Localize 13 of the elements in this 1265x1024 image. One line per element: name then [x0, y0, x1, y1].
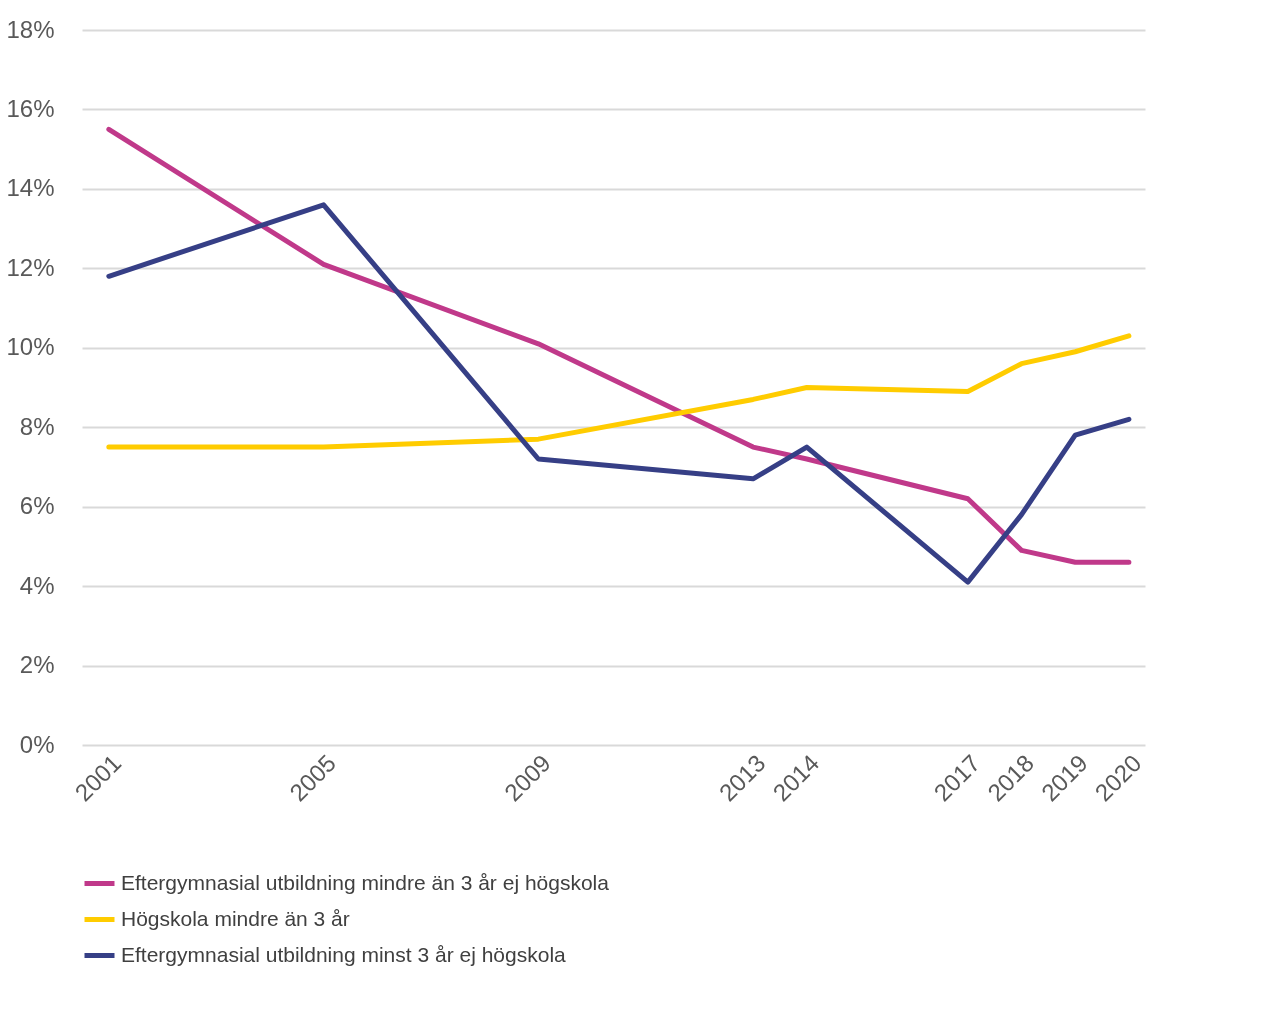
y-tick-label: 10% [6, 333, 55, 361]
y-tick-label: 18% [6, 15, 55, 43]
y-tick-label: 8% [19, 412, 55, 440]
legend-label: Eftergymnasial utbildning mindre än 3 år ej högskola [121, 870, 610, 894]
y-tick-label: 0% [19, 730, 55, 758]
legend-label: Eftergymnasial utbildning minst 3 år ej högskola [121, 942, 567, 966]
y-tick-label: 12% [6, 253, 55, 281]
y-tick-label: 14% [6, 174, 55, 202]
y-tick-label: 2% [19, 651, 55, 679]
y-tick-label: 4% [19, 571, 55, 599]
y-tick-label: 16% [6, 94, 55, 122]
legend-label: Högskola mindre än 3 år [121, 906, 350, 930]
y-tick-label: 6% [19, 492, 55, 520]
